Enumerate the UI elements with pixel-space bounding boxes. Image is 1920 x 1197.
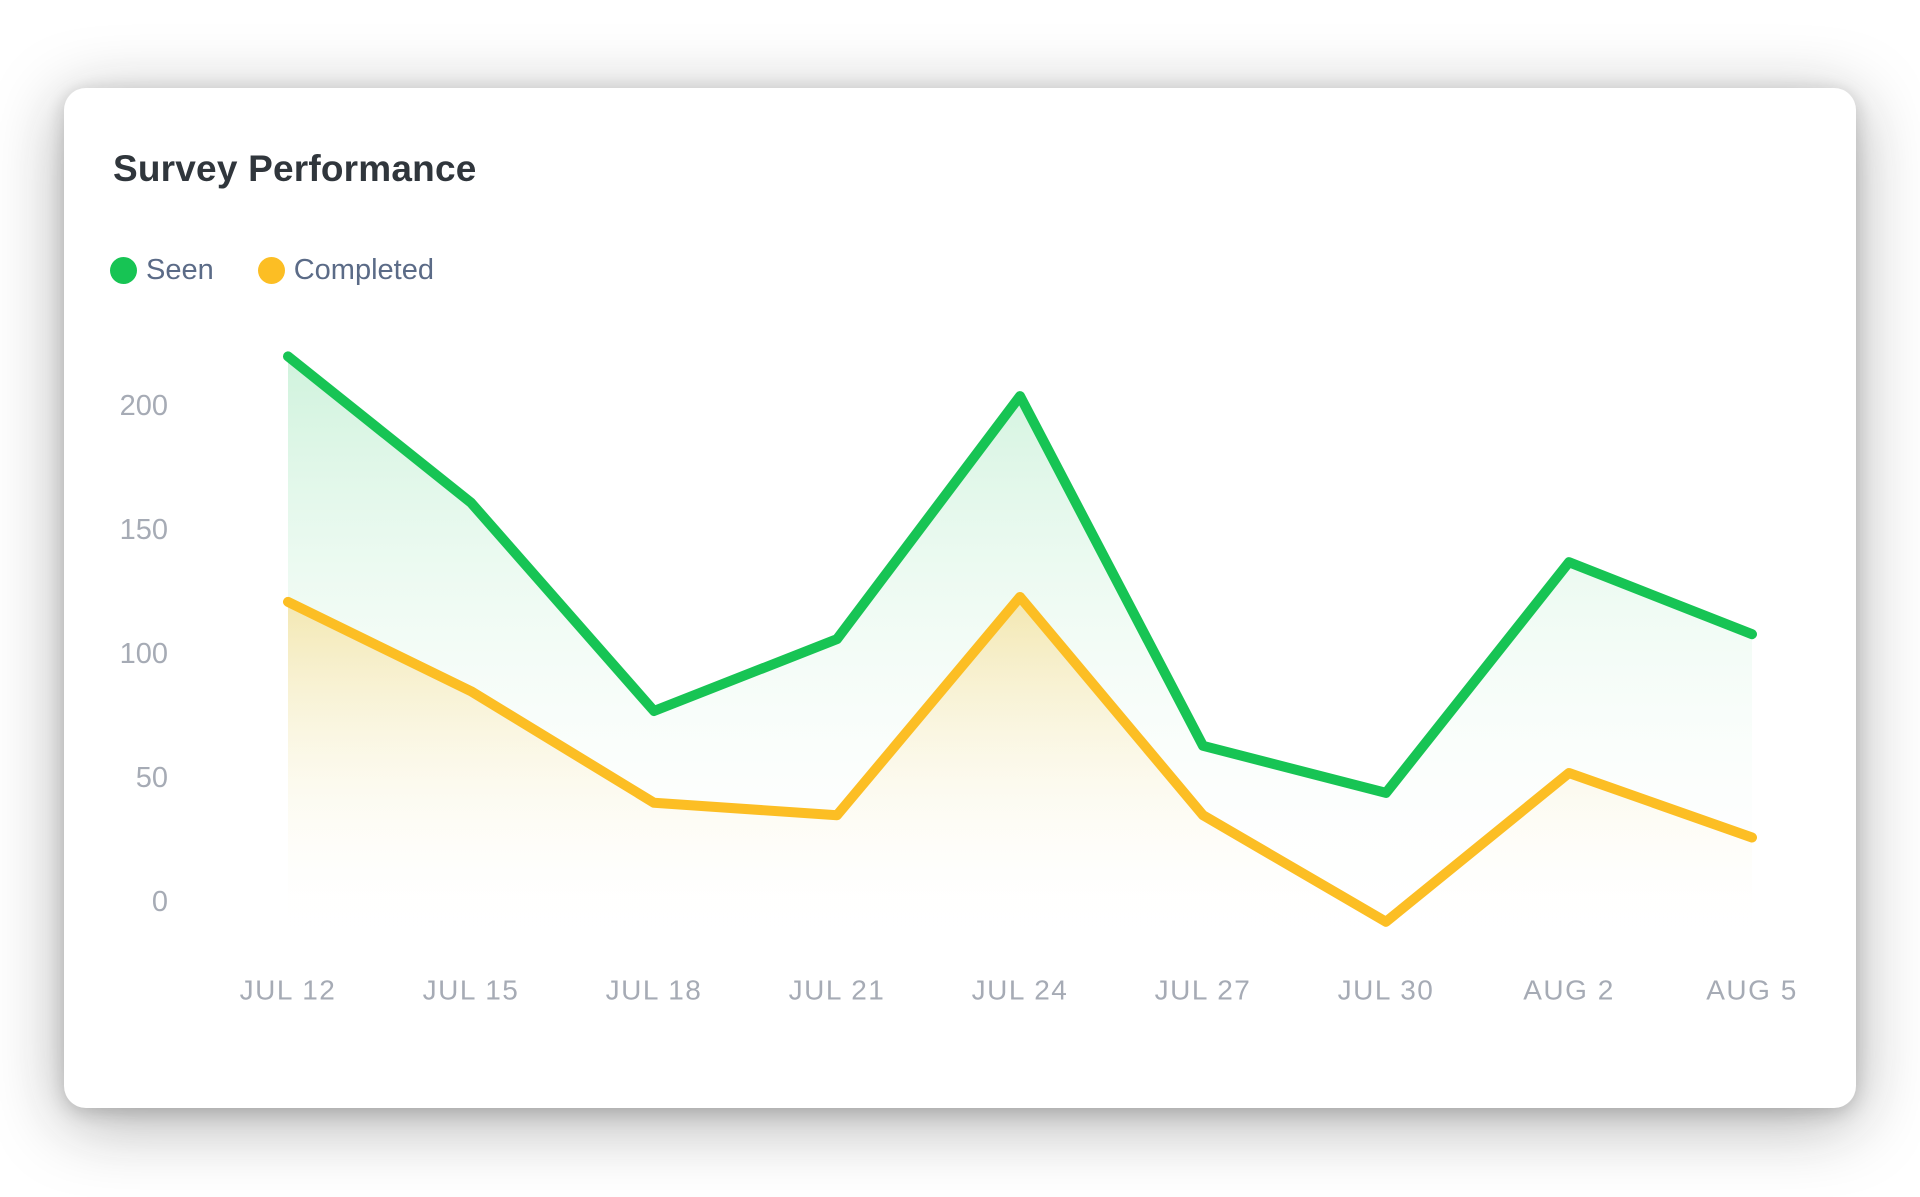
completed-line (283, 592, 1757, 927)
x-axis-tick-label: JUL 30 (1338, 975, 1435, 1006)
x-axis-tick-label: JUL 15 (423, 975, 520, 1006)
x-axis-tick-label: JUL 24 (972, 975, 1069, 1006)
y-axis-tick-label: 0 (152, 886, 168, 918)
legend-label-completed: Completed (293, 254, 434, 286)
x-axis-tick-label: JUL 27 (1155, 975, 1252, 1006)
y-axis-tick-label: 150 (120, 514, 168, 546)
seen-line (283, 351, 1757, 798)
legend-item-completed[interactable]: Completed (257, 254, 434, 287)
seen-legend-dot-icon (110, 257, 137, 284)
chart-legend: Seen Completed (110, 254, 434, 287)
y-axis-tick-label: 200 (120, 390, 168, 422)
completed-legend-dot-icon (257, 257, 285, 284)
line-chart: 200 150 100 50 0 JUL 12 JUL 15 JUL 18 JUL 21 JUL … (120, 351, 1798, 1006)
y-axis-tick-label: 50 (136, 762, 168, 794)
x-axis-tick-label: JUL 21 (789, 975, 886, 1006)
x-axis-tick-label: AUG 2 (1523, 975, 1615, 1006)
x-axis-tick-label: JUL 18 (606, 975, 703, 1006)
x-axis-tick-label: JUL 12 (240, 975, 337, 1006)
chart-title: Survey Performance (113, 148, 477, 189)
x-axis-tick-label: AUG 5 (1706, 975, 1798, 1006)
survey-performance-card: Survey Performance Seen Completed 200 150… (64, 88, 1856, 1108)
legend-item-seen[interactable]: Seen (110, 254, 214, 287)
completed-area (288, 597, 1752, 940)
y-axis-tick-label: 100 (120, 638, 168, 670)
legend-label-seen: Seen (146, 254, 214, 286)
